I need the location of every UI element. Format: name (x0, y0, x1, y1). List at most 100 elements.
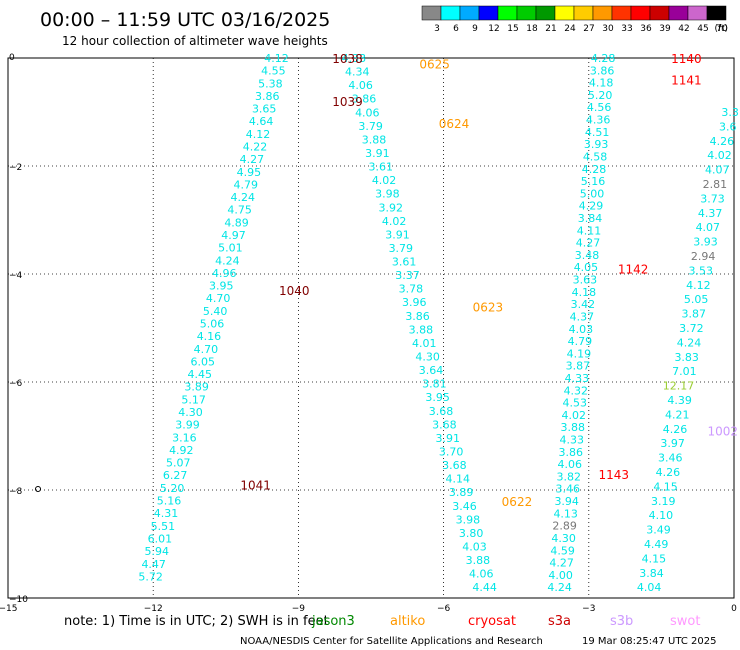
track-time-label: 1041 (240, 479, 271, 493)
swh-value: 3.98 (375, 188, 400, 201)
legend-label: 21 (545, 24, 556, 34)
swh-value: 4.30 (178, 406, 203, 419)
swh-value: 4.27 (549, 557, 574, 570)
swh-value: 3.81 (422, 378, 447, 391)
swh-value: 4.37 (570, 310, 595, 323)
swh-value: 4.01 (412, 337, 437, 350)
swh-value: 4.03 (462, 540, 487, 553)
y-tick-label: −6 (9, 379, 23, 389)
swh-value: 3.72 (679, 322, 704, 335)
track-time-label: 1141 (671, 74, 702, 88)
swh-value: 4.39 (667, 394, 692, 407)
swh-value: 3.91 (365, 147, 390, 160)
swh-value: 3.88 (409, 323, 434, 336)
credit-text: NOAA/NESDIS Center for Satellite Applica… (240, 636, 543, 647)
legend-swatch (668, 5, 689, 21)
swh-value: 3.61 (368, 161, 393, 174)
swh-value: 5.05 (684, 293, 709, 306)
legend-swatch (440, 5, 461, 21)
swh-value: 3.37 (395, 269, 420, 282)
swh-value: 3.95 (425, 391, 450, 404)
swh-value: 6.27 (163, 469, 188, 482)
swh-value: 4.32 (564, 384, 589, 397)
x-tick-label: 0 (731, 604, 737, 614)
swh-value: 4.64 (249, 115, 274, 128)
swh-value: 3.16 (172, 431, 197, 444)
swh-value: 5.17 (181, 393, 206, 406)
swh-value: 4.56 (587, 101, 612, 114)
swh-value: 2.94 (691, 250, 716, 263)
swh-value: 4.45 (187, 368, 212, 381)
legend-label: 6 (453, 24, 459, 34)
swh-value: 4.95 (237, 166, 262, 179)
swh-value: 3.89 (449, 486, 474, 499)
swh-value: 3.80 (459, 527, 484, 540)
swh-value: 3.46 (452, 500, 477, 513)
swh-value: 5.20 (160, 482, 185, 495)
swh-value: 3.82 (556, 470, 581, 483)
swh-value: 5.07 (166, 457, 191, 470)
swh-value: 5.72 (138, 570, 163, 583)
swh-value: 4.92 (169, 444, 194, 457)
legend-swatch (611, 5, 632, 21)
swh-value: 5.16 (157, 495, 182, 508)
swh-value: 4.14 (446, 473, 471, 486)
swh-value: 3.93 (584, 138, 609, 151)
swh-value: 3.86 (590, 64, 615, 77)
swh-value: 5.51 (151, 520, 176, 533)
swh-value: 3.42 (571, 298, 596, 311)
swh-value: 4.33 (342, 52, 367, 65)
track-time-label: 0624 (439, 117, 470, 131)
swh-value: 4.12 (246, 128, 271, 141)
swh-value: 3.6 (719, 120, 737, 133)
swh-value: 3.86 (352, 93, 377, 106)
chart-title: 00:00 – 11:59 UTC 03/16/2025 (40, 9, 330, 31)
legend-unit: (ft) (714, 24, 728, 34)
track-time-label: 1039 (332, 95, 363, 109)
swh-value: 3.84 (578, 212, 603, 225)
swh-value: 4.26 (663, 423, 688, 436)
swh-value: 5.40 (203, 305, 228, 318)
swh-value: 4.49 (644, 538, 669, 551)
swh-value: 3.87 (566, 360, 591, 373)
swh-value: 5.38 (258, 77, 283, 90)
swh-value: 3.73 (700, 192, 725, 205)
swh-value: 3.86 (405, 310, 430, 323)
swh-value: 3.88 (362, 133, 387, 146)
swh-value: 4.12 (686, 279, 711, 292)
swh-value: 3.98 (456, 513, 481, 526)
swh-value: 6.05 (191, 355, 216, 368)
swh-value: 3.87 (681, 308, 706, 321)
swh-value: 3.99 (175, 419, 200, 432)
swh-value: 4.21 (665, 408, 690, 421)
legend-label: 12 (488, 24, 499, 34)
legend-swatch (516, 5, 537, 21)
track-time-label: 1142 (618, 263, 649, 277)
satellite-name: s3a (548, 614, 571, 629)
satellite-name: altiko (390, 614, 425, 629)
track-time-labels: 1038 1039 1040 1041 0625 0624 0623 0622 1140 1141… (240, 52, 738, 509)
legend-swatch (592, 5, 613, 21)
swh-value: 3.93 (693, 236, 718, 249)
y-tick-label: 0 (9, 53, 15, 63)
timestamp-text: 19 Mar 08:25:47 UTC 2025 (582, 636, 717, 647)
swh-value: 3.46 (555, 483, 580, 496)
swh-value: 4.36 (586, 114, 611, 127)
swh-value: 4.79 (234, 178, 259, 191)
swh-value: 3.86 (559, 446, 584, 459)
legend-swatch (649, 5, 670, 21)
swh-value: 4.30 (551, 532, 576, 545)
swh-value: 4.16 (197, 330, 222, 343)
swh-value: 4.51 (585, 126, 610, 139)
swh-value: 4.33 (560, 434, 585, 447)
swh-value: 4.06 (469, 568, 494, 581)
x-tick-label: −15 (0, 604, 18, 614)
legend-label: 24 (564, 24, 576, 34)
satellite-name: cryosat (468, 614, 516, 629)
swh-value: 4.29 (579, 200, 604, 213)
swh-value: 3.79 (358, 120, 383, 133)
swh-value: 3.79 (389, 242, 414, 255)
plot-frame (7, 57, 735, 599)
footer-note: note: 1) Time is in UTC; 2) SWH is in fe… (64, 614, 700, 629)
satellite-name: s3b (610, 614, 633, 629)
